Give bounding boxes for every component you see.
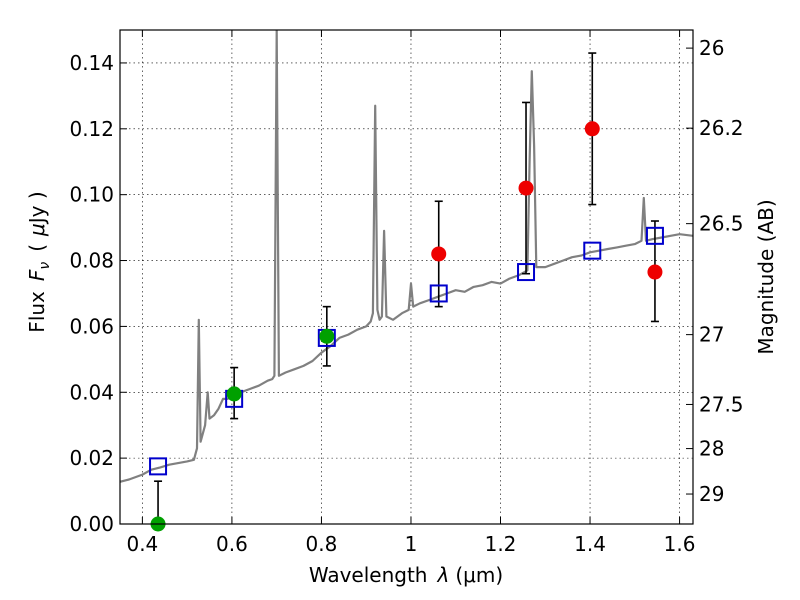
y-tick-label: 0.14 [69,51,114,75]
observed-point-marker [584,121,600,137]
spectrum-line [120,30,693,483]
y2-tick-label: 27.5 [699,392,744,416]
observed-point-marker [431,246,447,262]
x-axis-label: Wavelength λ (μm) [309,563,503,587]
y2-axis-label: Magnitude (AB) [754,199,778,354]
model-square-marker [517,263,536,282]
grid [120,30,693,524]
axes: 0.4 0.6 0.8 1 1.2 1.4 1.6 0.00 0.02 0.04 0.06 0.08 0… [69,30,744,556]
y2-tick-label: 27 [699,323,724,347]
y-tick-label: 0.10 [69,183,114,207]
y-tick-label: 0.02 [69,446,114,470]
observed-point-marker [226,386,242,402]
y2-tick-label: 28 [699,437,724,461]
model-square-marker [149,457,168,476]
plot-frame [119,29,694,525]
y-tick-label: 0.08 [69,249,114,273]
y2-tick-label: 26.2 [699,116,744,140]
observed-point-marker [518,180,534,196]
y-tick-label: 0.06 [69,314,114,338]
y-tick-label: 0.04 [69,380,114,404]
x-tick-label: 0.8 [306,532,338,556]
model-square-marker [429,284,448,303]
x-tick-label: 1.4 [574,532,606,556]
y2-tick-label: 26 [699,36,724,60]
model-square-marker [583,241,602,260]
observed-point-marker [647,264,663,280]
y2-tick-label: 29 [699,482,724,506]
observed-point-marker [319,328,335,344]
plot-area [120,30,693,483]
model-square-marker [645,226,664,245]
y-tick-label: 0.00 [69,512,114,536]
y-tick-label: 0.12 [69,117,114,141]
x-tick-label: 1.2 [485,532,517,556]
x-tick-label: 1 [405,532,418,556]
x-tick-label: 0.6 [216,532,248,556]
x-tick-label: 0.4 [126,532,158,556]
y2-tick-label: 26.5 [699,212,744,236]
x-tick-label: 1.6 [664,532,696,556]
y-axis-label: FluxFν(μJy ) [25,191,53,332]
